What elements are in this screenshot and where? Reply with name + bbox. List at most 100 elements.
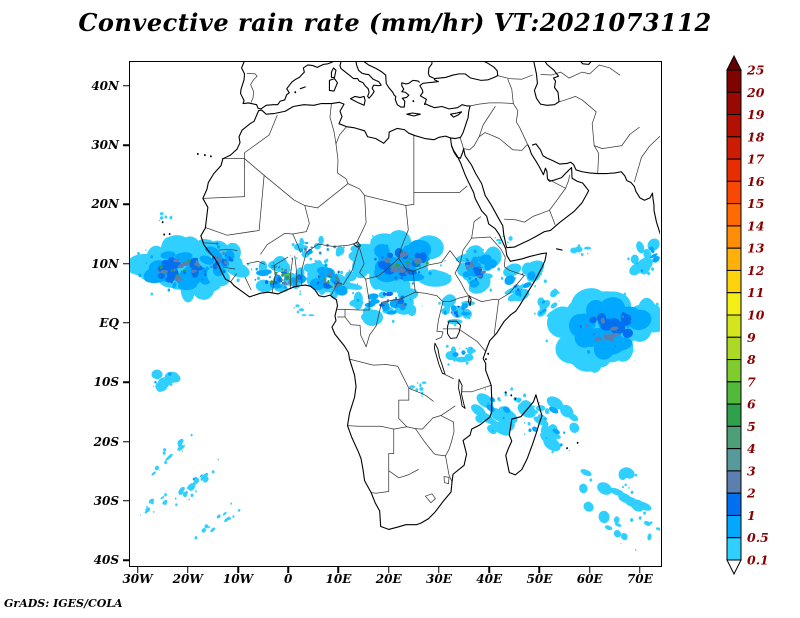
rain-region-s-atlantic-front-2: [175, 458, 219, 507]
y-tick: [122, 440, 129, 443]
x-tick: [237, 566, 239, 573]
colorbar-segment: [726, 537, 742, 561]
border: [437, 331, 443, 332]
coastline: [365, 62, 420, 107]
border: [336, 144, 348, 184]
border: [415, 292, 443, 301]
colorbar-label: 7: [747, 374, 756, 389]
border: [399, 206, 409, 259]
border: [293, 234, 301, 252]
x-tick-label: 10E: [325, 572, 352, 586]
colorbar-segment: [726, 492, 742, 516]
y-tick-label: 10N: [91, 256, 119, 271]
coastline: [407, 113, 421, 116]
border: [247, 261, 265, 264]
colorbar-segment: [726, 180, 742, 205]
grads-attribution: GrADS: IGES/COLA: [4, 597, 123, 610]
border: [336, 127, 347, 144]
x-tick-label: 0: [284, 572, 293, 586]
border: [464, 133, 486, 150]
coastline: [506, 395, 542, 475]
x-tick: [187, 566, 189, 573]
x-tick-label: 20E: [375, 572, 402, 586]
border: [389, 429, 394, 491]
rain-region-arabian-sea-small: [570, 244, 592, 257]
rain-region-s-atlantic-front-1: [151, 433, 193, 476]
island: [487, 352, 490, 355]
border: [444, 477, 449, 484]
x-tick-label: 70E: [626, 572, 653, 586]
border: [472, 217, 481, 238]
border: [549, 210, 555, 224]
x-tick: [287, 566, 289, 573]
island: [209, 155, 212, 158]
rain-region-arabian-sea-east: [627, 238, 660, 276]
colorbar-label: 10: [747, 308, 765, 323]
border: [204, 243, 218, 244]
border: [337, 309, 345, 317]
coastline: [340, 62, 381, 98]
rain-region-car-congo: [349, 278, 423, 326]
x-tick-label: 30E: [426, 572, 452, 586]
coastline: [331, 68, 336, 77]
x-tick: [588, 566, 591, 573]
border: [469, 296, 499, 302]
coastline: [534, 62, 559, 105]
rain-region-mozambique-channel: [471, 388, 518, 436]
border: [272, 265, 275, 292]
island: [504, 391, 507, 394]
border: [371, 491, 389, 493]
border: [245, 159, 318, 208]
border: [295, 256, 297, 286]
colorbar-bottom-triangle: [726, 559, 742, 576]
colorbar-label: 25: [746, 63, 764, 78]
island: [163, 233, 166, 236]
border: [436, 455, 446, 456]
colorbar-label: 19: [747, 107, 765, 122]
y-tick: [122, 84, 129, 87]
border: [569, 65, 599, 78]
coastline: [451, 112, 462, 117]
border: [261, 233, 285, 254]
coastline: [201, 102, 547, 529]
colorbar-segment: [726, 425, 742, 450]
colorbar-segment: [726, 470, 742, 494]
coastline: [557, 249, 563, 250]
colorbar-segment: [726, 247, 742, 271]
rain-region-s-atlantic-front-4: [194, 502, 241, 540]
y-tick: [122, 203, 129, 206]
border: [594, 146, 599, 174]
colorbar-label: 14: [747, 218, 764, 233]
island: [423, 103, 426, 106]
border: [437, 302, 443, 332]
border: [302, 252, 307, 285]
colorbar-label: 17: [747, 152, 765, 167]
rain-region-sw-indian-ocean: [517, 396, 580, 454]
border: [306, 243, 356, 252]
colorbar-label: 11: [747, 285, 764, 300]
border: [359, 246, 366, 279]
border: [415, 429, 436, 455]
coastline: [351, 96, 366, 105]
rain-region-sahel-niger: [290, 235, 345, 264]
x-tick: [337, 566, 340, 573]
border: [247, 73, 257, 102]
border: [415, 416, 453, 430]
colorbar-label: 20: [746, 85, 765, 100]
border: [441, 406, 455, 415]
coastline: [581, 62, 591, 64]
x-tick: [387, 566, 390, 573]
border: [599, 65, 620, 75]
rain-shading: [130, 212, 660, 551]
border: [499, 276, 525, 300]
island: [566, 447, 568, 450]
colorbar-segment: [726, 359, 742, 383]
y-tick-label: 40S: [93, 553, 119, 568]
x-tick: [438, 566, 440, 573]
colorbar-label: 8: [747, 352, 756, 367]
border: [357, 195, 367, 242]
border: [330, 104, 336, 144]
rain-region-uganda-kenya: [438, 294, 475, 327]
border: [409, 388, 434, 401]
